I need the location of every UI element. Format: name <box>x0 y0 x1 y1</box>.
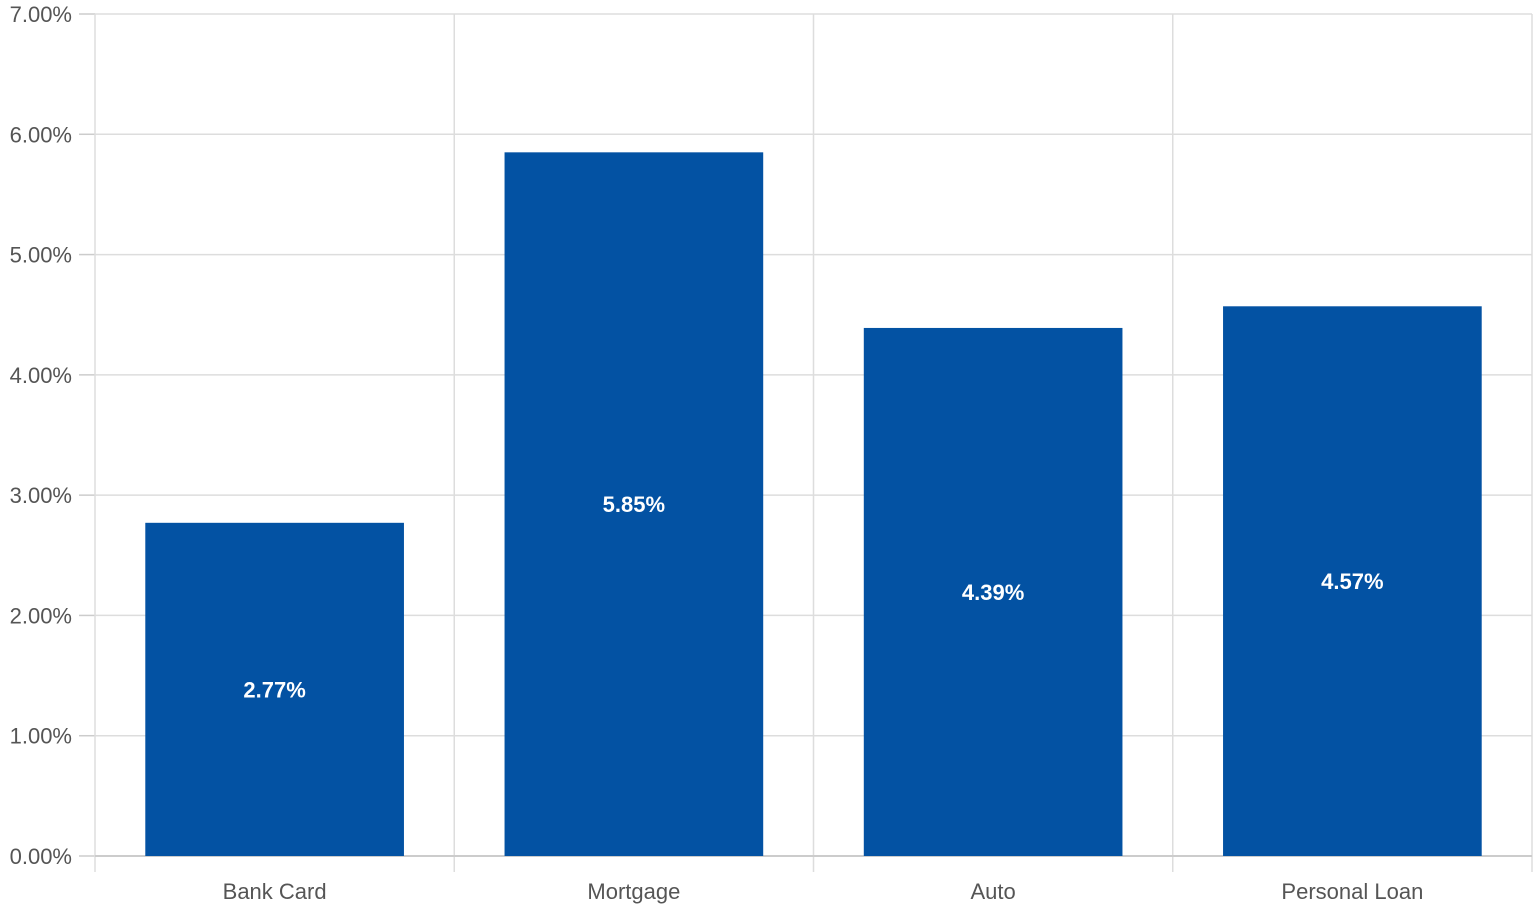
x-tick-label: Mortgage <box>587 879 680 904</box>
data-label: 2.77% <box>243 677 305 702</box>
bar <box>1223 306 1482 856</box>
x-tick-label: Personal Loan <box>1281 879 1423 904</box>
y-tick-label: 7.00% <box>10 2 72 27</box>
y-tick-label: 0.00% <box>10 844 72 869</box>
y-tick-label: 1.00% <box>10 724 72 749</box>
data-label: 4.39% <box>962 580 1024 605</box>
y-tick-label: 2.00% <box>10 603 72 628</box>
y-tick-label: 5.00% <box>10 243 72 268</box>
bar <box>863 327 1123 857</box>
bar <box>504 152 764 857</box>
x-tick-label: Bank Card <box>223 879 327 904</box>
x-tick-label: Auto <box>970 879 1015 904</box>
y-tick-label: 3.00% <box>10 483 72 508</box>
bar <box>145 522 404 856</box>
data-label: 4.57% <box>1321 569 1383 594</box>
data-label: 5.85% <box>603 492 665 517</box>
y-tick-label: 6.00% <box>10 122 72 147</box>
y-tick-label: 4.00% <box>10 363 72 388</box>
